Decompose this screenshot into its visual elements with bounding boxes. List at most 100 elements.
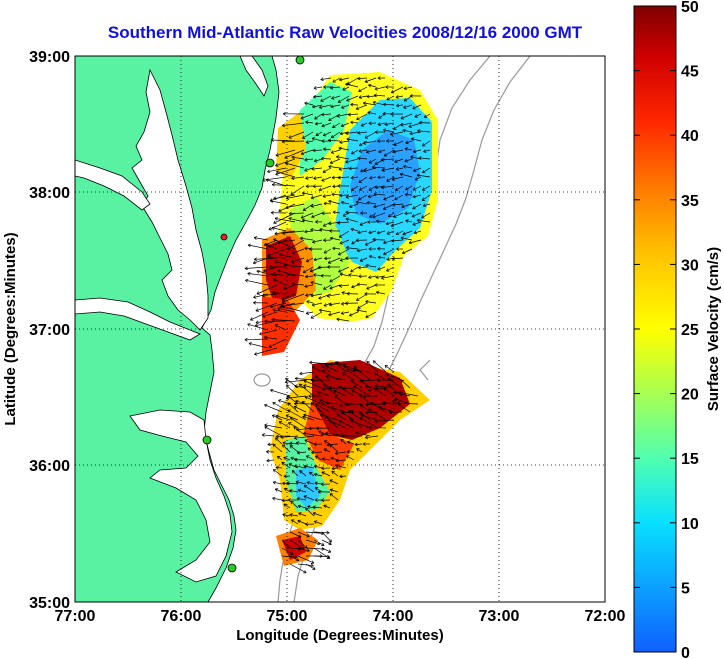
velocity-arrow	[350, 121, 359, 124]
velocity-arrowhead	[386, 257, 390, 260]
velocity-arrowhead	[350, 120, 354, 123]
velocity-arrowhead	[403, 98, 406, 102]
velocity-arrow	[305, 563, 316, 570]
velocity-arrow	[329, 493, 339, 501]
velocity-arrow	[366, 95, 377, 97]
velocity-arrow	[347, 77, 359, 85]
velocity-arrowhead	[323, 440, 327, 444]
velocity-arrow	[352, 370, 371, 373]
velocity-arrowhead	[342, 386, 346, 389]
velocity-arrow	[403, 86, 413, 90]
velocity-arrowhead	[368, 408, 371, 412]
velocity-arrowhead	[301, 135, 305, 139]
velocity-arrowhead	[399, 172, 403, 175]
velocity-arrow	[353, 366, 371, 381]
velocity-arrow	[323, 131, 332, 137]
velocity-arrowhead	[281, 297, 284, 301]
velocity-arrowhead	[283, 288, 287, 290]
velocity-arrowhead	[345, 217, 349, 220]
velocity-arrow	[275, 488, 283, 493]
velocity-arrowhead	[286, 384, 290, 387]
velocity-arrowhead	[299, 470, 301, 474]
velocity-arrowhead	[331, 152, 335, 154]
velocity-arrowhead	[367, 220, 371, 223]
velocity-arrowhead	[272, 480, 277, 483]
velocity-arrowhead	[306, 550, 310, 553]
velocity-arrowhead	[413, 230, 417, 234]
velocity-arrow	[303, 495, 315, 501]
velocity-arrowhead	[305, 176, 308, 179]
velocity-arrow	[365, 264, 377, 268]
velocity-arrow	[274, 230, 296, 235]
velocity-arrowhead	[341, 105, 344, 109]
velocity-arrow	[266, 459, 275, 462]
velocity-arrow	[303, 380, 323, 389]
velocity-arrowhead	[312, 506, 316, 510]
velocity-arrow	[323, 203, 332, 205]
velocity-arrowhead	[303, 495, 307, 497]
velocity-arrowhead	[310, 377, 314, 381]
velocity-arrowhead	[350, 121, 354, 125]
velocity-arrow	[297, 520, 307, 525]
velocity-arrowhead	[417, 130, 421, 133]
velocity-arrowhead	[393, 126, 396, 130]
velocity-arrow	[364, 131, 377, 139]
velocity-arrowhead	[294, 384, 298, 387]
velocity-arrow	[339, 140, 350, 143]
velocity-arrowhead	[308, 394, 312, 397]
velocity-arrow	[312, 506, 323, 509]
velocity-arrow	[381, 275, 395, 279]
velocity-arrowhead	[337, 220, 341, 224]
velocity-arrowhead	[395, 97, 399, 99]
velocity-arrowhead	[267, 171, 271, 174]
velocity-arrow	[383, 387, 395, 397]
velocity-arrow	[391, 239, 404, 242]
velocity-arrowhead	[377, 177, 381, 180]
velocity-arrowhead	[291, 155, 295, 158]
velocity-arrow	[323, 384, 339, 397]
velocity-arrowhead	[253, 300, 257, 304]
velocity-arrow	[297, 563, 314, 567]
velocity-arrowhead	[267, 253, 270, 257]
velocity-arrowhead	[328, 200, 331, 204]
velocity-arrowhead	[359, 222, 362, 226]
velocity-arrowhead	[336, 156, 339, 159]
velocity-arrowhead	[338, 146, 342, 149]
velocity-arrowhead	[322, 196, 326, 198]
velocity-arrow	[410, 156, 422, 160]
velocity-arrowhead	[362, 394, 366, 397]
velocity-arrow	[369, 255, 377, 259]
velocity-arrow	[296, 442, 307, 445]
velocity-arrowhead	[337, 99, 340, 103]
velocity-arrowhead	[416, 174, 420, 178]
velocity-arrow	[268, 239, 287, 248]
velocity-arrow	[346, 247, 359, 250]
velocity-arrow	[358, 86, 368, 92]
velocity-arrow	[287, 409, 307, 421]
velocity-arrowhead	[332, 186, 336, 189]
velocity-arrowhead	[305, 258, 309, 262]
velocity-arrow	[377, 266, 386, 270]
velocity-arrowhead	[386, 374, 389, 377]
velocity-arrowhead	[377, 122, 381, 126]
velocity-arrowhead	[272, 469, 275, 473]
velocity-arrowhead	[358, 97, 362, 99]
velocity-arrowhead	[313, 178, 317, 180]
velocity-arrowhead	[330, 488, 334, 490]
velocity-arrowhead	[360, 169, 363, 172]
velocity-arrowhead	[310, 197, 314, 200]
velocity-arrow	[256, 270, 278, 277]
velocity-arrow	[363, 102, 377, 106]
velocity-arrowhead	[268, 344, 271, 348]
velocity-arrowhead	[293, 426, 296, 430]
velocity-arrowhead	[358, 151, 362, 153]
velocity-arrow	[393, 212, 404, 218]
velocity-arrowhead	[325, 402, 328, 405]
velocity-arrow	[336, 413, 347, 421]
velocity-arrowhead	[305, 311, 309, 314]
velocity-arrow	[345, 83, 359, 88]
velocity-arrowhead	[394, 161, 398, 164]
velocity-arrowhead	[355, 238, 359, 241]
velocity-arrowhead	[332, 247, 336, 251]
velocity-arrowhead	[396, 247, 400, 250]
